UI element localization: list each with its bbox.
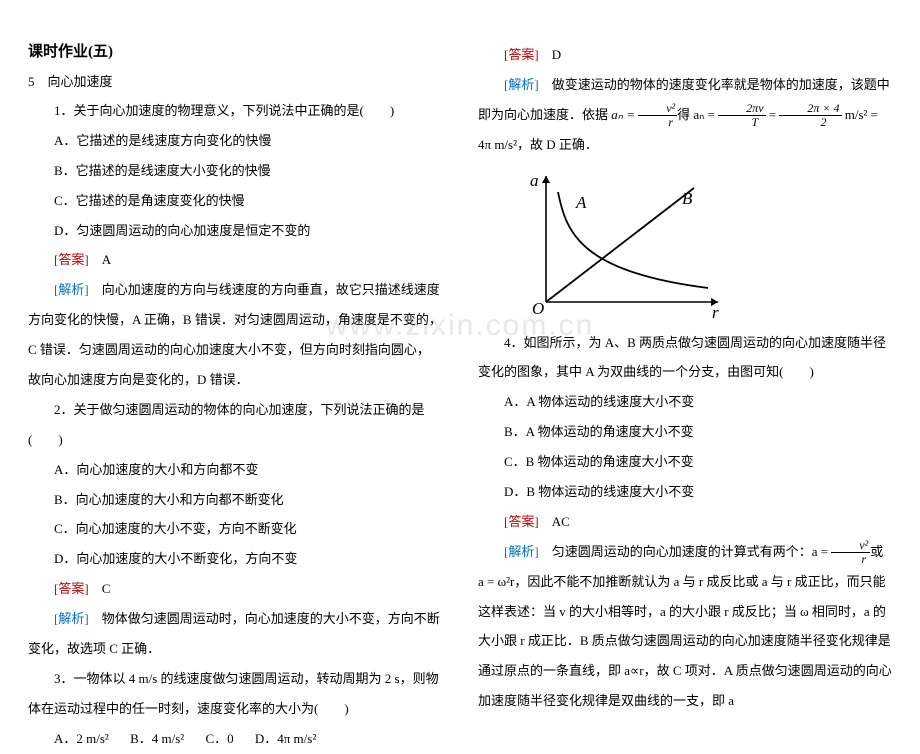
q4-frac1: v²r	[831, 539, 870, 566]
q2-opt-b: B．向心加速度的大小和方向都不断变化	[28, 485, 442, 515]
q3-frac3: 2π × 42	[779, 102, 841, 129]
q4-analysis-1: 匀速圆周运动的向心加速度的计算式有两个：a =	[552, 544, 832, 559]
q3-opt-c: C．0	[205, 731, 233, 746]
q2-answer-label: [答案]	[54, 581, 89, 596]
q3-frac2: 2πvT	[718, 102, 765, 129]
q4-opt-c: C．B 物体运动的角速度大小不变	[478, 447, 892, 477]
q3-answer: [答案] D	[478, 40, 892, 70]
acceleration-radius-chart: Or a A B	[518, 164, 728, 324]
q2-analysis: [解析] 物体做匀速圆周运动时，向心加速度的大小不变，方向不断变化，故选项 C …	[28, 604, 442, 664]
q1-opt-a: A．它描述的是线速度方向变化的快慢	[28, 126, 442, 156]
q3-stem: 3．一物体以 4 m/s 的线速度做匀速圆周运动，转动周期为 2 s，则物体在运…	[28, 664, 442, 724]
q4-opt-a: A．A 物体运动的线速度大小不变	[478, 387, 892, 417]
q3-mid1: 得 aₙ =	[677, 107, 718, 122]
svg-text:a: a	[530, 171, 539, 190]
page-title: 课时作业(五)	[28, 40, 442, 61]
q1-opt-d: D．匀速圆周运动的向心加速度是恒定不变的	[28, 216, 442, 246]
section-label: 5 向心加速度	[28, 71, 442, 90]
right-column: [答案] D [解析] 做变速运动的物体的速度变化率就是物体的加速度，该题中即为…	[460, 0, 920, 651]
q3-opt-d: D．4π m/s²	[255, 731, 316, 746]
q1-analysis: [解析] 向心加速度的方向与线速度的方向垂直，故它只描述线速度方向变化的快慢，A…	[28, 275, 442, 395]
q1-answer: [答案] A	[28, 245, 442, 275]
q4-stem: 4．如图所示，为 A、B 两质点做匀速圆周运动的向心加速度随半径变化的图象，其中…	[478, 328, 892, 388]
q4-analysis-label: [解析]	[504, 544, 539, 559]
chart-svg: Or a A B	[518, 164, 728, 324]
q2-opt-a: A．向心加速度的大小和方向都不变	[28, 455, 442, 485]
q3-opt-a: A．2 m/s²	[54, 731, 109, 746]
q3-answer-label: [答案]	[504, 47, 539, 62]
q3-analysis: [解析] 做变速运动的物体的速度变化率就是物体的加速度，该题中即为向心加速度．依…	[478, 70, 892, 160]
q3-frac1: v²r	[638, 102, 677, 129]
q2-answer-value: C	[102, 581, 111, 596]
q1-analysis-text: 向心加速度的方向与线速度的方向垂直，故它只描述线速度方向变化的快慢，A 正确，B…	[28, 282, 442, 387]
q2-answer: [答案] C	[28, 574, 442, 604]
q4-analysis-2: 或 a = ω²r，因此不能不加推断就认为 a 与 r 成反比或 a 与 r 成…	[478, 544, 892, 708]
q3-mid2: =	[766, 107, 780, 122]
q2-analysis-label: [解析]	[54, 611, 89, 626]
q1-answer-label: [答案]	[54, 252, 89, 267]
q4-opt-b: B．A 物体运动的角速度大小不变	[478, 417, 892, 447]
q4-opt-d: D．B 物体运动的线速度大小不变	[478, 477, 892, 507]
q3-answer-value: D	[552, 47, 561, 62]
q4-answer-value: AC	[552, 514, 570, 529]
q4-answer-label: [答案]	[504, 514, 539, 529]
q1-opt-c: C．它描述的是角速度变化的快慢	[28, 186, 442, 216]
q2-stem: 2．关于做匀速圆周运动的物体的向心加速度，下列说法正确的是( )	[28, 395, 442, 455]
q1-answer-value: A	[102, 252, 111, 267]
q3-opt-b: B．4 m/s²	[130, 731, 184, 746]
svg-text:A: A	[575, 193, 587, 212]
q1-stem: 1．关于向心加速度的物理意义，下列说法中正确的是( )	[28, 96, 442, 126]
q2-opt-d: D．向心加速度的大小不断变化，方向不变	[28, 544, 442, 574]
q1-analysis-label: [解析]	[54, 282, 89, 297]
q2-opt-c: C．向心加速度的大小不变，方向不断变化	[28, 514, 442, 544]
left-column: 课时作业(五) 5 向心加速度 1．关于向心加速度的物理意义，下列说法中正确的是…	[0, 0, 460, 651]
q4-answer: [答案] AC	[478, 507, 892, 537]
q1-opt-b: B．它描述的是线速度大小变化的快慢	[28, 156, 442, 186]
q4-analysis: [解析] 匀速圆周运动的向心加速度的计算式有两个：a = v²r或 a = ω²…	[478, 537, 892, 716]
svg-text:B: B	[682, 189, 693, 208]
svg-text:O: O	[532, 299, 544, 318]
svg-text:r: r	[712, 303, 719, 322]
q3-options: A．2 m/s² B．4 m/s² C．0 D．4π m/s²	[28, 724, 442, 754]
q3-formula-lhs: aₙ =	[611, 107, 638, 122]
q3-analysis-label: [解析]	[504, 77, 539, 92]
q2-analysis-text: 物体做匀速圆周运动时，向心加速度的大小不变，方向不断变化，故选项 C 正确．	[28, 611, 440, 656]
